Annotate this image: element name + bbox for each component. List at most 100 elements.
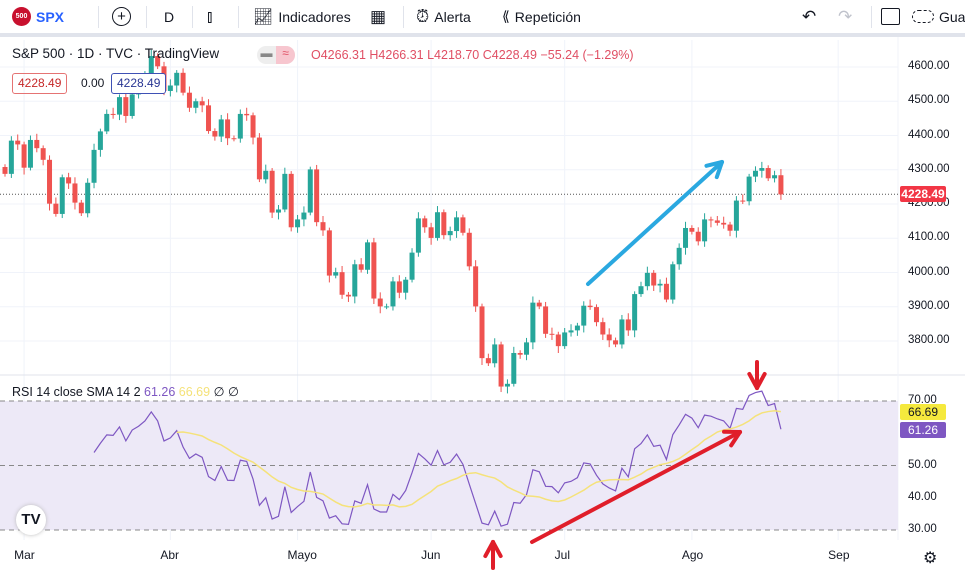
candle [447,231,453,236]
undo-icon: ↶ [802,6,817,26]
cloud-icon [912,10,934,23]
settings-gear-icon[interactable]: ⚙︎ [923,550,938,567]
candle [422,218,428,228]
candle [47,159,53,204]
candle [695,231,701,242]
alert-button[interactable]: ⏰︎ Alerta [416,0,471,33]
candle [663,283,669,300]
candle [8,140,14,174]
fullscreen-button[interactable] [881,0,900,33]
price-axis-label: 4100.00 [908,231,950,244]
sell-button[interactable]: 4228.49 [12,73,68,94]
save-button[interactable]: Gua [912,0,965,33]
replay-icon: ⟪ [502,8,510,24]
candle [752,170,758,177]
symbol-badge: 500 [12,7,31,26]
blue-trend-arrow [586,160,724,286]
candle [434,212,440,238]
chart-title: S&P 500 · 1D · TVC · TradingView [12,46,220,61]
candle [683,227,689,248]
candle [333,272,339,276]
candle [339,272,345,295]
symbol-search[interactable]: 500 SPX [12,0,64,33]
rsi-value: 61.26 [144,385,176,399]
buy-button[interactable]: 4228.49 [111,73,167,94]
interval-button[interactable]: D [164,0,174,33]
replay-button[interactable]: ⟪ Repetición [502,0,581,33]
candle [40,148,46,160]
minus-icon: ▬ [260,46,273,60]
tradingview-logo[interactable]: TV [16,505,46,535]
rsi-band [0,401,898,530]
redo-button[interactable]: ↷ [838,0,852,33]
plus-circle-icon: + [112,7,131,26]
candle [237,113,243,139]
top-toolbar: 500 SPX + D ⫾ 📈︎ Indicadores ▦ ⏰︎ Alerta ⟪… [0,0,965,33]
candle [498,344,504,387]
candle [27,139,33,168]
wave-icon: ≈ [276,46,295,64]
rsi-sma-line [176,410,782,508]
candle [97,131,103,150]
red-divergence-arrow [530,430,742,544]
layouts-button[interactable]: ▦ [370,0,386,33]
candle [638,286,644,295]
last-price-tag: 4228.49 [900,186,946,202]
candle [275,209,281,213]
save-label: Gua [939,8,965,25]
candle [727,224,733,231]
price-axis-label: 4500.00 [908,94,950,107]
candle [123,97,129,116]
red-down-arrow-head [747,371,759,390]
candle [625,319,631,331]
candle [746,176,752,202]
candle [606,334,612,341]
rsi-line [93,390,782,527]
price-axis-label: 3900.00 [908,299,950,312]
candle [104,113,110,132]
spread-value: 0.00 [81,76,105,90]
low-value: L4218.70 [427,48,480,62]
price-axis-label: 4600.00 [908,60,950,72]
candle [85,182,91,214]
candle [263,170,269,180]
candle [689,227,695,232]
indicators-button[interactable]: 📈︎ Indicadores [253,0,351,33]
candle [314,169,320,223]
candle [562,332,568,347]
candle [34,139,40,149]
candle [180,72,186,93]
candle [492,344,498,364]
time-axis-label: Jul [554,548,571,562]
time-axis-label: Jun [421,548,441,562]
legend-toggle[interactable]: ▬ ≈ [257,46,295,64]
compare-button[interactable]: + [112,0,131,33]
candle [536,302,542,307]
red-down-arrow-head [755,371,767,390]
candle [759,168,765,171]
alert-label: Alerta [434,8,471,25]
symbol-name: SPX [36,8,65,25]
chart-type-button[interactable]: ⫾ [207,0,212,33]
candles-icon: ⫾ [207,6,213,26]
candle [772,175,778,179]
candle [2,167,8,174]
candle [155,56,161,67]
rsi-legend: RSI 14 close SMA 14 2 61.26 66.69 ∅ ∅ [12,384,239,399]
candle [148,56,154,76]
rsi-axis-label: 70.00 [908,394,937,406]
candle [78,202,84,214]
candle [295,219,301,228]
candle [365,242,371,270]
candle [555,334,561,347]
candle [53,203,59,214]
candle [454,217,460,232]
candle [740,200,746,202]
candle [250,115,256,138]
candle [282,173,288,210]
alarm-icon: ⏰︎ [416,6,430,26]
candle [231,138,237,140]
undo-button[interactable]: ↶ [802,0,816,33]
price-axis-label: 3800.00 [908,334,950,346]
